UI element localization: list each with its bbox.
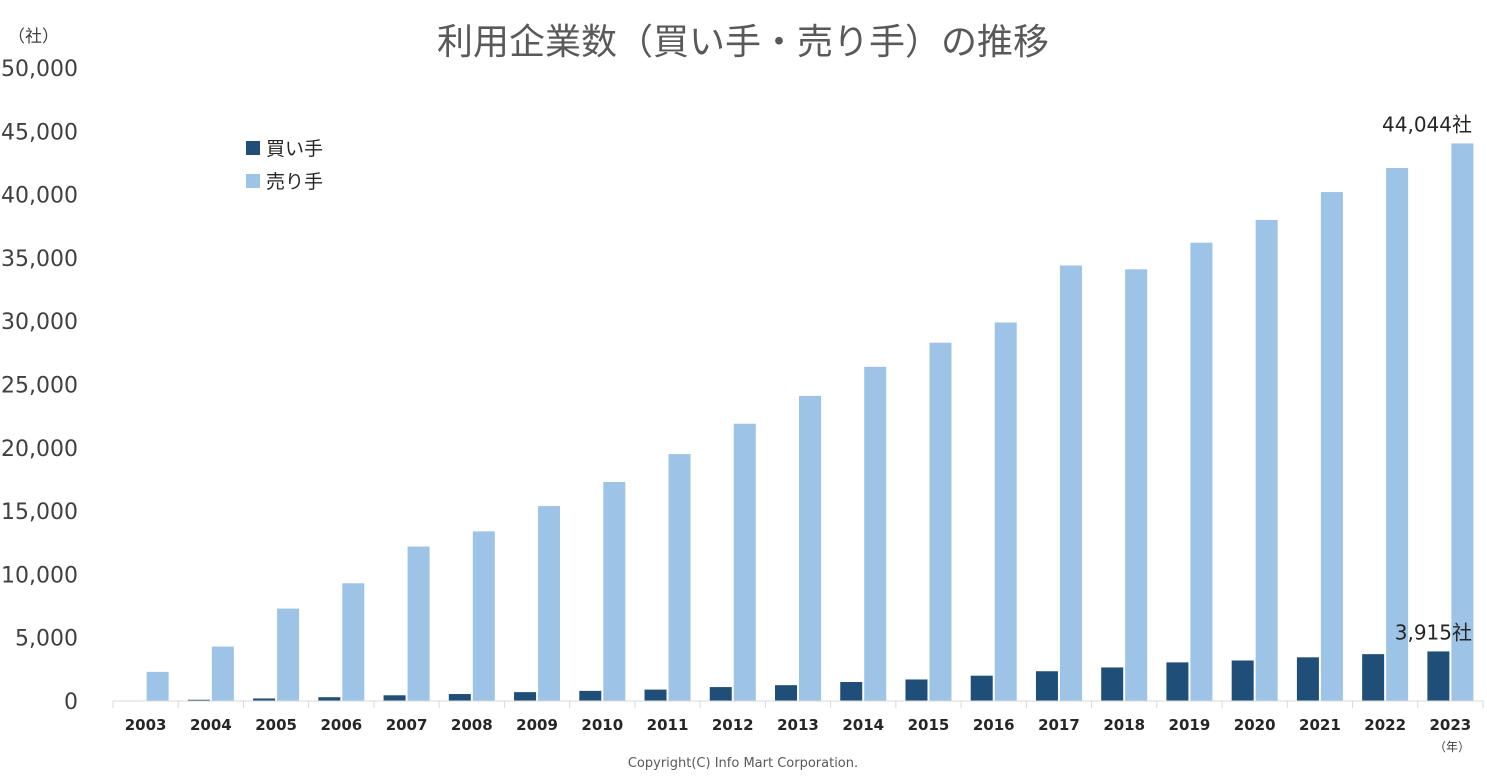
seller-bar-2022 [1386,168,1409,701]
buyer-bar-2010 [579,690,602,701]
x-tick-label: 2022 [1364,716,1406,734]
seller-bar-2007 [407,546,430,701]
x-tick-label: 2017 [1038,716,1080,734]
seller-bar-2011 [668,454,691,701]
x-tick-label: 2019 [1169,716,1211,734]
buyer-bar-2013 [775,685,797,701]
y-axis-ticks: 0 5,000 10,000 15,000 20,000 25,000 30,000 35,0… [1,57,78,715]
seller-bar-2018 [1125,269,1148,701]
y-tick-label: 25,000 [1,374,78,399]
buyer-bar-2020 [1231,660,1254,701]
buyer-bar-2017 [1035,671,1058,701]
chart-title: 利用企業数（買い手・売り手）の推移 [437,22,1049,63]
y-axis-unit-label: （社） [8,27,59,47]
seller-bar-2003 [146,671,169,701]
buyer-bar-2011 [644,689,667,701]
x-tick-label: 2005 [255,716,297,734]
seller-bar-2015 [929,342,952,701]
x-tick-label: 2004 [190,716,232,734]
seller-bar-2020 [1255,219,1278,702]
buyer-bar-2005 [253,698,276,701]
buyer-bar-2014 [840,682,863,701]
seller-bar-2004 [211,646,234,701]
buyer-bar-2016 [970,675,993,701]
x-tick-label: 2016 [973,716,1015,734]
y-tick-label: 0 [64,690,78,715]
seller-bar-2023 [1451,143,1474,701]
y-tick-label: 50,000 [1,57,78,82]
y-tick-label: 5,000 [15,627,78,652]
copyright-text: Copyright(C) Info Mart Corporation. [628,756,858,771]
x-tick-label: 2018 [1103,716,1145,734]
x-tick-label: 2008 [451,716,493,734]
buyer-bar-2007 [383,695,406,701]
bars [146,143,1474,702]
buyer-bar-2021 [1296,657,1319,701]
x-tick-label: 2010 [581,716,623,734]
y-tick-label: 45,000 [1,120,78,145]
seller-bar-2021 [1320,192,1343,701]
y-tick-label: 20,000 [1,437,78,462]
buyer-legend-label: 買い手 [266,138,323,160]
x-tick-label: 2007 [386,716,428,734]
seller-bar-2013 [799,395,821,701]
buyer-bar-2004 [187,699,210,701]
x-tick-label: 2003 [125,716,167,734]
seller-bar-2005 [277,608,300,701]
x-axis-ticks: 2003 2004 2005 2006 2007 2008 2009 2010 2011 2012… [112,701,1484,734]
x-tick-label: 2013 [777,716,819,734]
buyer-bar-2009 [514,692,537,701]
x-tick-label: 2012 [712,716,754,734]
seller-bar-2008 [472,531,495,701]
buyer-bar-2008 [448,694,471,701]
seller-bar-2017 [1059,265,1082,701]
y-tick-label: 30,000 [1,310,78,335]
buyer-bar-2012 [709,687,732,701]
seller-legend-label: 売り手 [266,171,323,193]
buyer-bar-2018 [1101,667,1124,701]
data-label: 44,044社 [1382,112,1472,136]
seller-bar-2012 [733,423,756,701]
buyer-bar-2022 [1362,654,1385,701]
y-tick-label: 10,000 [1,563,78,588]
x-tick-label: 2015 [908,716,950,734]
x-tick-label: 2011 [647,716,689,734]
buyer-legend-swatch [246,141,260,155]
x-tick-label: 2021 [1299,716,1341,734]
buyer-bar-2006 [318,697,341,701]
x-tick-label: 2014 [842,716,884,734]
x-tick-label: 2020 [1234,716,1276,734]
data-labels: 44,044社 3,915社 [1382,112,1472,644]
x-axis-unit-label: （年） [1434,740,1470,754]
buyer-bar-2015 [905,679,928,701]
seller-bar-2019 [1190,242,1213,701]
buyer-bar-2019 [1166,662,1189,701]
seller-bar-2009 [538,506,561,701]
seller-bar-2016 [994,322,1017,701]
x-tick-label: 2006 [320,716,362,734]
x-tick-label: 2009 [516,716,558,734]
data-label: 3,915社 [1395,620,1472,644]
x-tick-label: 2023 [1430,716,1472,734]
buyer-bar-2023 [1427,651,1450,701]
seller-legend-swatch [246,174,260,188]
seller-bar-2014 [864,366,887,701]
y-tick-label: 35,000 [1,247,78,272]
y-tick-label: 15,000 [1,500,78,525]
y-tick-label: 40,000 [1,184,78,209]
seller-bar-2006 [342,583,365,701]
seller-bar-2010 [603,481,626,701]
